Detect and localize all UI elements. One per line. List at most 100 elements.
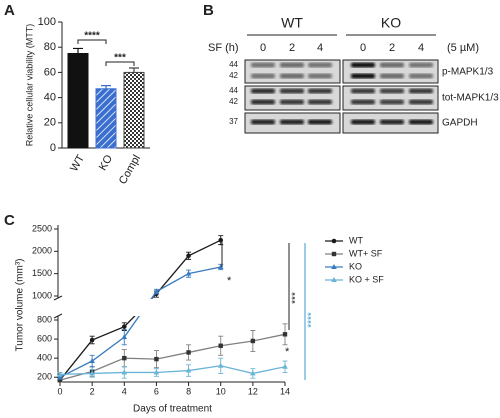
band <box>280 62 304 68</box>
y-tick-label: 80 <box>44 41 56 53</box>
band <box>308 88 332 94</box>
y-tick-label: 0 <box>50 142 56 154</box>
band <box>409 99 433 105</box>
x-tick-label: 14 <box>280 386 290 396</box>
legend-label: WT+ SF <box>349 248 383 258</box>
y-tick-label: 20 <box>44 117 56 129</box>
group-label: WT <box>281 15 303 31</box>
axis-break <box>53 295 63 319</box>
data-point <box>186 253 191 259</box>
band <box>308 73 332 79</box>
x-tick-label: 6 <box>154 386 159 396</box>
error-bar <box>129 67 139 73</box>
data-point <box>331 238 337 244</box>
data-point <box>218 343 223 348</box>
significance-label: * <box>227 275 232 287</box>
time-label: SF (h) <box>208 42 239 54</box>
band <box>409 73 433 79</box>
band <box>351 73 375 79</box>
band <box>308 119 332 125</box>
data-point <box>331 264 337 269</box>
marker-label: 42 <box>229 97 238 106</box>
row-label: tot-MAPK1/3 <box>442 93 499 104</box>
y-tick-label: 1500 <box>32 268 52 278</box>
x-tick-label: 12 <box>248 386 258 396</box>
bar <box>95 88 117 149</box>
panel-label: C <box>4 212 15 229</box>
significance-bracket <box>105 61 135 66</box>
band <box>251 62 275 68</box>
data-point <box>282 332 288 337</box>
data-point <box>250 338 256 344</box>
band <box>380 73 404 79</box>
band <box>409 62 433 68</box>
data-point <box>122 355 127 361</box>
western-blot: WT KO SF (h) 0 2 4 0 2 4 (5 µM) p-MAPK1/3 44 42 tot-M… <box>208 15 499 134</box>
data-point <box>57 371 63 377</box>
time-value: 0 <box>260 42 266 54</box>
significance-label: *** <box>291 292 302 304</box>
row-label: GAPDH <box>442 118 478 129</box>
bar <box>123 71 145 149</box>
x-tick-label: 8 <box>186 386 191 396</box>
time-value: 2 <box>289 42 295 54</box>
data-point <box>331 277 337 282</box>
y-tick-label: 2000 <box>32 246 52 256</box>
marker-label: 37 <box>229 117 238 126</box>
time-value: 2 <box>389 42 395 54</box>
y-tick-label: 60 <box>44 66 56 78</box>
panel-label: B <box>203 2 214 19</box>
band <box>380 99 404 105</box>
group-label: KO <box>381 15 401 31</box>
data-point <box>153 369 160 375</box>
significance-label: **** <box>307 312 318 328</box>
significance-label: *** <box>114 53 126 64</box>
y-tick-label: 40 <box>44 92 56 104</box>
data-point <box>121 324 127 329</box>
significance-bracket <box>77 39 107 44</box>
legend-label: WT <box>349 235 363 245</box>
band <box>280 88 304 94</box>
data-point <box>217 362 224 368</box>
data-point <box>185 270 192 276</box>
x-tick-label: Compl <box>117 153 143 187</box>
data-point <box>282 363 288 369</box>
band <box>409 119 433 125</box>
band <box>251 119 275 125</box>
band <box>351 62 375 68</box>
data-point <box>185 367 192 373</box>
data-point <box>57 377 63 383</box>
band <box>280 119 304 125</box>
band <box>280 99 304 105</box>
y-axis-label: Relative cellular viability (MTT) <box>24 24 34 147</box>
panel-label: A <box>4 2 15 19</box>
band <box>380 119 404 125</box>
significance-label: * <box>285 346 290 358</box>
time-value: 0 <box>360 42 366 54</box>
data-point <box>89 358 95 364</box>
y-tick-label: 600 <box>37 333 52 343</box>
data-point <box>89 370 95 376</box>
significance-label: **** <box>84 31 100 42</box>
marker-label: 42 <box>229 71 238 80</box>
y-tick-label: 200 <box>37 372 52 382</box>
data-point <box>154 356 159 362</box>
band <box>251 99 275 105</box>
data-point <box>186 350 191 355</box>
legend-label: KO <box>349 261 362 271</box>
band <box>409 88 433 94</box>
data-point <box>89 337 95 343</box>
band <box>380 62 404 68</box>
row-label: p-MAPK1/3 <box>442 67 494 78</box>
data-point <box>250 370 256 376</box>
data-point <box>153 288 160 294</box>
band <box>308 62 332 68</box>
data-point <box>57 374 63 380</box>
marker-label: 44 <box>229 86 238 95</box>
time-value: 4 <box>418 42 424 54</box>
legend-label: KO + SF <box>349 274 384 284</box>
error-bar <box>73 47 83 54</box>
time-value: 4 <box>317 42 323 54</box>
y-tick-label: 400 <box>37 353 52 363</box>
data-line <box>59 266 221 378</box>
